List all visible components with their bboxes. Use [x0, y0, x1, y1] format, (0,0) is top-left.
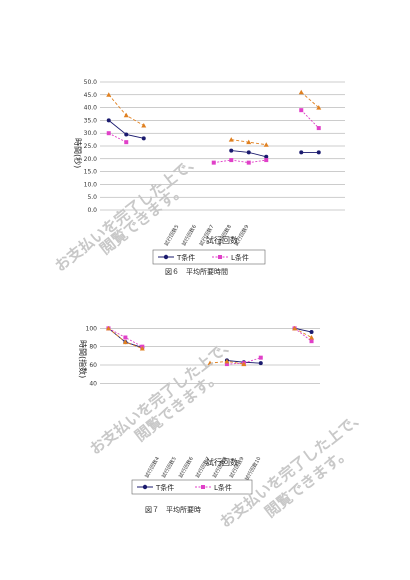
chart-1-series — [106, 89, 322, 165]
chart-1-point-triangle — [106, 92, 112, 97]
chart-2-legend-t-label: T条件 — [155, 483, 174, 492]
chart-1-y-ticks: 0.0 5.0 10.0 15.0 20.0 25.0 30.0 35.0 40.0 45.0 50… — [84, 79, 98, 214]
chart-2-caption: 図７ 平均所要時 — [145, 505, 201, 514]
chart-1-point-triangle — [141, 123, 147, 128]
chart-2-series-line — [294, 327, 312, 342]
chart-2-point-l — [123, 335, 128, 340]
chart-2-point-l — [258, 355, 263, 360]
chart-2-series-line — [226, 357, 261, 365]
watermark: お支払いを完了した上で、 閲覧できます。 お支払いを完了した上で、 閲覧できます… — [51, 151, 368, 532]
chart-1-y-tick-label: 0.0 — [87, 207, 97, 214]
chart-1: 0.0 5.0 10.0 15.0 20.0 25.0 30.0 35.0 40.0 45.0 50… — [73, 79, 345, 276]
chart-1-y-tick-label: 5.0 — [87, 194, 97, 201]
chart-1-point-t — [246, 150, 251, 155]
chart-1-category-label: 試行回数5 — [163, 224, 181, 248]
chart-1-y-tick-label: 40.0 — [84, 105, 98, 112]
chart-1-caption: 図６ 平均所要時間 — [165, 267, 228, 276]
chart-1-point-triangle — [263, 142, 269, 147]
chart-1-x-axis-title: 試行回数 — [206, 235, 238, 245]
chart-1-y-tick-label: 20.0 — [84, 156, 98, 163]
chart-2-point-t — [309, 330, 314, 334]
chart-1-point-l — [229, 158, 234, 163]
chart-1-category-label: 試行回数6 — [180, 224, 198, 248]
chart-2-category-label: 試行回数4 — [143, 456, 161, 480]
chart-1-point-t — [141, 136, 146, 141]
chart-2-point-triangle — [105, 325, 111, 331]
chart-2-legend-t-marker — [142, 484, 148, 490]
chart-1-series-line — [213, 159, 267, 164]
chart-1-point-l — [211, 160, 216, 165]
chart-2-series-line — [294, 327, 312, 333]
chart-1-series-line — [108, 94, 144, 126]
chart-1-point-l — [264, 158, 269, 163]
chart-1-y-tick-label: 35.0 — [84, 117, 98, 124]
chart-2-point-l — [309, 339, 314, 344]
chart-2-legend-l-marker — [201, 485, 205, 489]
chart-1-point-l — [246, 160, 251, 165]
chart-1-point-t — [316, 150, 321, 155]
chart-1-point-triangle — [228, 137, 234, 142]
chart-1-point-t — [124, 132, 129, 137]
chart-1-series-line — [108, 132, 127, 143]
chart-2-point-triangle — [292, 325, 298, 331]
chart-2-category-label: 試行回数5 — [160, 456, 178, 480]
chart-2-point-t — [258, 361, 263, 366]
chart-1-point-triangle — [316, 105, 322, 110]
chart-1-y-tick-label: 25.0 — [84, 143, 98, 150]
chart-2-y-ticks: 40 60 80 100 — [86, 325, 98, 387]
chart-2-series — [105, 325, 315, 367]
chart-1-point-t — [299, 150, 304, 155]
chart-1-gridlines — [100, 81, 345, 211]
chart-1-y-tick-label: 10.0 — [84, 181, 98, 188]
chart-2-y-tick-label: 60 — [89, 362, 97, 369]
chart-2-category-label: 試行回数10 — [243, 456, 262, 482]
chart-2-y-tick-label: 40 — [89, 380, 97, 387]
chart-1-point-l — [124, 140, 129, 145]
chart-1-legend-l-marker — [218, 255, 222, 259]
chart-2-series-line — [294, 327, 312, 338]
chart-2-point-triangle — [309, 335, 315, 340]
chart-1-point-l — [299, 108, 304, 113]
chart-1-point-t — [106, 118, 111, 123]
chart-1-series-line — [300, 91, 320, 108]
chart-2-point-triangle — [122, 339, 128, 345]
chart-1-legend: T条件 L条件 — [152, 249, 266, 265]
chart-2-y-tick-label: 80 — [89, 344, 97, 351]
chart-2-legend: T条件 L条件 — [131, 479, 253, 495]
chart-1-y-axis-title: 時間(秒) — [73, 138, 83, 168]
chart-2-point-l — [224, 362, 229, 367]
chart-1-legend-box — [152, 249, 266, 265]
chart-1-point-t — [229, 148, 234, 153]
chart-1-y-tick-label: 30.0 — [84, 130, 98, 137]
chart-2-category-label: 試行回数6 — [177, 456, 195, 480]
chart-1-point-triangle — [246, 139, 252, 145]
chart-2-point-triangle — [139, 346, 145, 351]
chart-2-x-axis-title: 試行回数 — [206, 457, 238, 467]
chart-1-point-l — [316, 126, 321, 131]
chart-2-y-axis-title: 時間(指数) — [78, 340, 88, 378]
chart-2-y-tick-label: 100 — [86, 325, 98, 332]
chart-1-legend-t-label: T条件 — [176, 253, 195, 262]
chart-1-legend-l-label: L条件 — [231, 253, 249, 262]
chart-2-point-triangle — [207, 360, 213, 366]
watermark-line-3: お支払いを完了した上で、 — [86, 334, 238, 459]
chart-2-legend-box — [131, 479, 253, 495]
chart-1-y-tick-label: 15.0 — [84, 169, 98, 176]
chart-1-legend-t-marker — [163, 254, 169, 260]
chart-1-point-l — [106, 131, 111, 136]
chart-2-point-triangle — [224, 358, 230, 364]
chart-2-legend-l-label: L条件 — [214, 483, 232, 492]
chart-1-point-triangle — [298, 89, 304, 95]
chart-2-point-triangle — [241, 361, 247, 367]
chart-1-series-line — [300, 109, 320, 129]
chart-1-point-t — [264, 154, 269, 159]
chart-1-point-triangle — [123, 112, 129, 118]
chart-1-y-tick-label: 45.0 — [84, 92, 98, 99]
chart-1-y-tick-label: 50.0 — [84, 79, 98, 86]
